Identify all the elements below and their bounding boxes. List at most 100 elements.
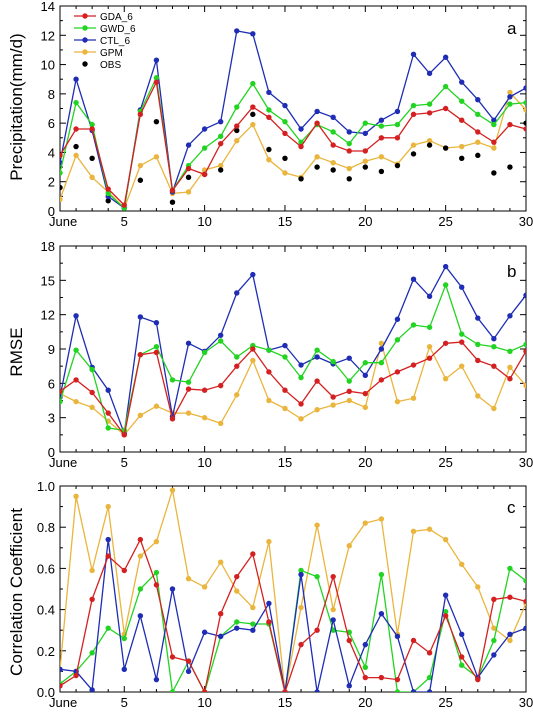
panel-a-series-obs-point bbox=[60, 184, 63, 191]
panel-a-series-gda-6-point bbox=[362, 148, 369, 154]
panel-a-series-gwd-6-point bbox=[459, 98, 465, 104]
panel-b-series-gwd-6-point bbox=[475, 341, 481, 348]
legend-marker-gwd-6 bbox=[82, 25, 88, 31]
panel-b-y-tick-label: 9 bbox=[48, 342, 55, 357]
panel-c-series-ctl-6-point bbox=[217, 633, 224, 640]
panel-c-series-gpm-point bbox=[217, 559, 224, 565]
panel-a-series-ctl-6-point bbox=[185, 142, 192, 148]
panel-c-series-gwd-6-point bbox=[105, 625, 111, 631]
panel-c-series-gwd-6-point bbox=[523, 578, 526, 584]
panel-a-series-gwd-6-point bbox=[266, 107, 272, 113]
panel-b-series-gpm-point bbox=[73, 398, 79, 405]
panel-a-series-ctl-6-point bbox=[282, 102, 288, 109]
panel-c-series-gda-6-point bbox=[314, 627, 320, 633]
panel-b-series-gda-6-point bbox=[410, 362, 417, 368]
panel-c-series-ctl-6-point bbox=[250, 627, 256, 633]
panel-a-series-gwd-6-point bbox=[105, 190, 111, 197]
panel-a-series-ctl-6-point bbox=[475, 97, 481, 103]
panel-a-series-gwd-6-point bbox=[378, 123, 385, 129]
panel-b-series-gpm-point bbox=[442, 376, 449, 382]
panel-a-series-obs-point bbox=[234, 127, 240, 134]
panel-a-series-gwd-6-point bbox=[442, 83, 449, 90]
panel-b-series-ctl-6-point bbox=[523, 292, 526, 298]
panel-a-series-obs-point bbox=[346, 176, 352, 182]
panel-c-series-ctl-6-point bbox=[507, 631, 513, 638]
panel-b-series-ctl-6-point bbox=[410, 276, 417, 282]
legend-label-gpm: GPM bbox=[100, 48, 123, 59]
panel-a-series-gda-6-point bbox=[459, 117, 465, 123]
panel-a-series-gwd-6-point bbox=[250, 80, 256, 87]
panel-b-series-gwd-6-point bbox=[282, 354, 288, 360]
panel-a-series-gda-6-point bbox=[89, 126, 95, 132]
panel-c-series-gda-6-point bbox=[250, 551, 256, 557]
panel-c-series-gpm-point bbox=[362, 520, 369, 526]
panel-a-y-tick-label: 8 bbox=[48, 87, 55, 102]
panel-a-series-obs-point bbox=[491, 170, 497, 176]
panel-a-series-gda-6-point bbox=[234, 123, 240, 129]
panel-a-series-gda-6-point bbox=[105, 186, 111, 192]
panel-a-y-tick-label: 0 bbox=[48, 204, 55, 219]
panel-a-series-gda-6-point bbox=[394, 135, 401, 141]
panel-c-series-ctl-6-point bbox=[442, 592, 449, 598]
panel-a-series-ctl-6-point bbox=[314, 108, 320, 115]
panel-c-series-gda-6-point bbox=[475, 676, 481, 683]
panel-c-series-ctl-6-point bbox=[266, 600, 272, 607]
panel-c-series-ctl-6-point bbox=[185, 668, 192, 675]
panel-a-series-gwd-6-point bbox=[523, 99, 526, 106]
panel-a-series-gwd-6-point bbox=[201, 145, 208, 151]
panel-c-series-gwd-6-point bbox=[426, 674, 433, 681]
panel-a-series-obs-point bbox=[105, 198, 111, 204]
panel-b-series-gpm-point bbox=[410, 395, 417, 401]
panel-c-series-gda-6-point bbox=[330, 573, 336, 580]
panel-a-series-gda-6-point bbox=[426, 110, 433, 116]
panel-a: Precipitation(mm/d) a June 5 10 15 20 25 30 0 2 4… bbox=[7, 0, 533, 229]
panel-a-series-obs-point bbox=[459, 155, 465, 161]
panel-b-series-ctl-6-point bbox=[250, 271, 256, 278]
panel-c-series-ctl-6-point bbox=[523, 625, 526, 631]
panel-c-x-tick-label: 10 bbox=[197, 695, 211, 710]
panel-c-series-gpm-point bbox=[153, 538, 160, 545]
panel-b-series-gwd-6-point bbox=[60, 398, 63, 405]
panel-b-series-ctl-6-point bbox=[185, 340, 192, 346]
panel-b-series-gwd-6-point bbox=[378, 360, 385, 366]
panel-a-series-obs-point bbox=[73, 143, 79, 150]
panel-b-series-gpm-point bbox=[330, 402, 336, 408]
panel-a-series-gwd-6-point bbox=[234, 104, 240, 110]
panel-a-series-gda-6-point bbox=[217, 140, 224, 147]
panel-a-series-obs-point bbox=[378, 168, 385, 175]
panel-a-series-gwd-6-point bbox=[346, 140, 352, 147]
panel-b-series-gpm-point bbox=[475, 393, 481, 399]
panel-a-series-gwd-6-point bbox=[282, 118, 288, 125]
panel-c-series-gpm-point bbox=[491, 625, 497, 631]
panel-b-series-gda-6-point bbox=[346, 388, 352, 395]
panel-a-series-gpm-point bbox=[410, 142, 417, 148]
panel-c-series-gda-6-point bbox=[298, 641, 304, 648]
panel-a-series-obs-point bbox=[330, 167, 336, 173]
panel-b-series-gwd-6-point bbox=[153, 344, 160, 350]
panel-a-x-tick-label: 20 bbox=[358, 214, 372, 229]
panel-a-series-ctl-6-line bbox=[60, 30, 526, 210]
panel-b-series-ctl-6-point bbox=[282, 342, 288, 349]
panel-b-series-gda-6-point bbox=[201, 387, 208, 393]
panel-c-series-gda-6-point bbox=[378, 674, 385, 681]
panel-b-series-gda-6-point bbox=[266, 369, 272, 375]
panel-c-series-gpm-point bbox=[298, 604, 304, 611]
panel-a-series-gpm-point bbox=[426, 138, 433, 144]
panel-c-series-gpm-point bbox=[234, 588, 240, 594]
panel-a-series-gda-6-point bbox=[475, 129, 481, 135]
panel-b-series-ctl-6-line bbox=[60, 265, 526, 434]
panel-c-series-gda-6-point bbox=[410, 637, 417, 644]
panel-c-y-tick-label: 0.2 bbox=[37, 644, 55, 659]
panel-b-series-gpm-point bbox=[137, 412, 144, 419]
panel-c-series-gda-6-point bbox=[234, 573, 240, 580]
panel-c-series-gpm-point bbox=[169, 487, 176, 493]
panel-c-series-gwd-6-point bbox=[89, 650, 95, 656]
panel-c-series-ctl-6-point bbox=[362, 641, 369, 648]
panel-c-x-tick-label: 5 bbox=[121, 695, 128, 710]
panel-a-y-tick-label: 14 bbox=[41, 0, 55, 14]
panel-b-series-gwd-6-point bbox=[426, 324, 433, 330]
panel-c-series-gda-6-point bbox=[169, 654, 176, 660]
panel-b: RMSE b June 5 10 15 20 25 30 0 3 6 9 12 15 18 bbox=[7, 239, 533, 470]
panel-c-series-gpm-point bbox=[137, 553, 144, 559]
